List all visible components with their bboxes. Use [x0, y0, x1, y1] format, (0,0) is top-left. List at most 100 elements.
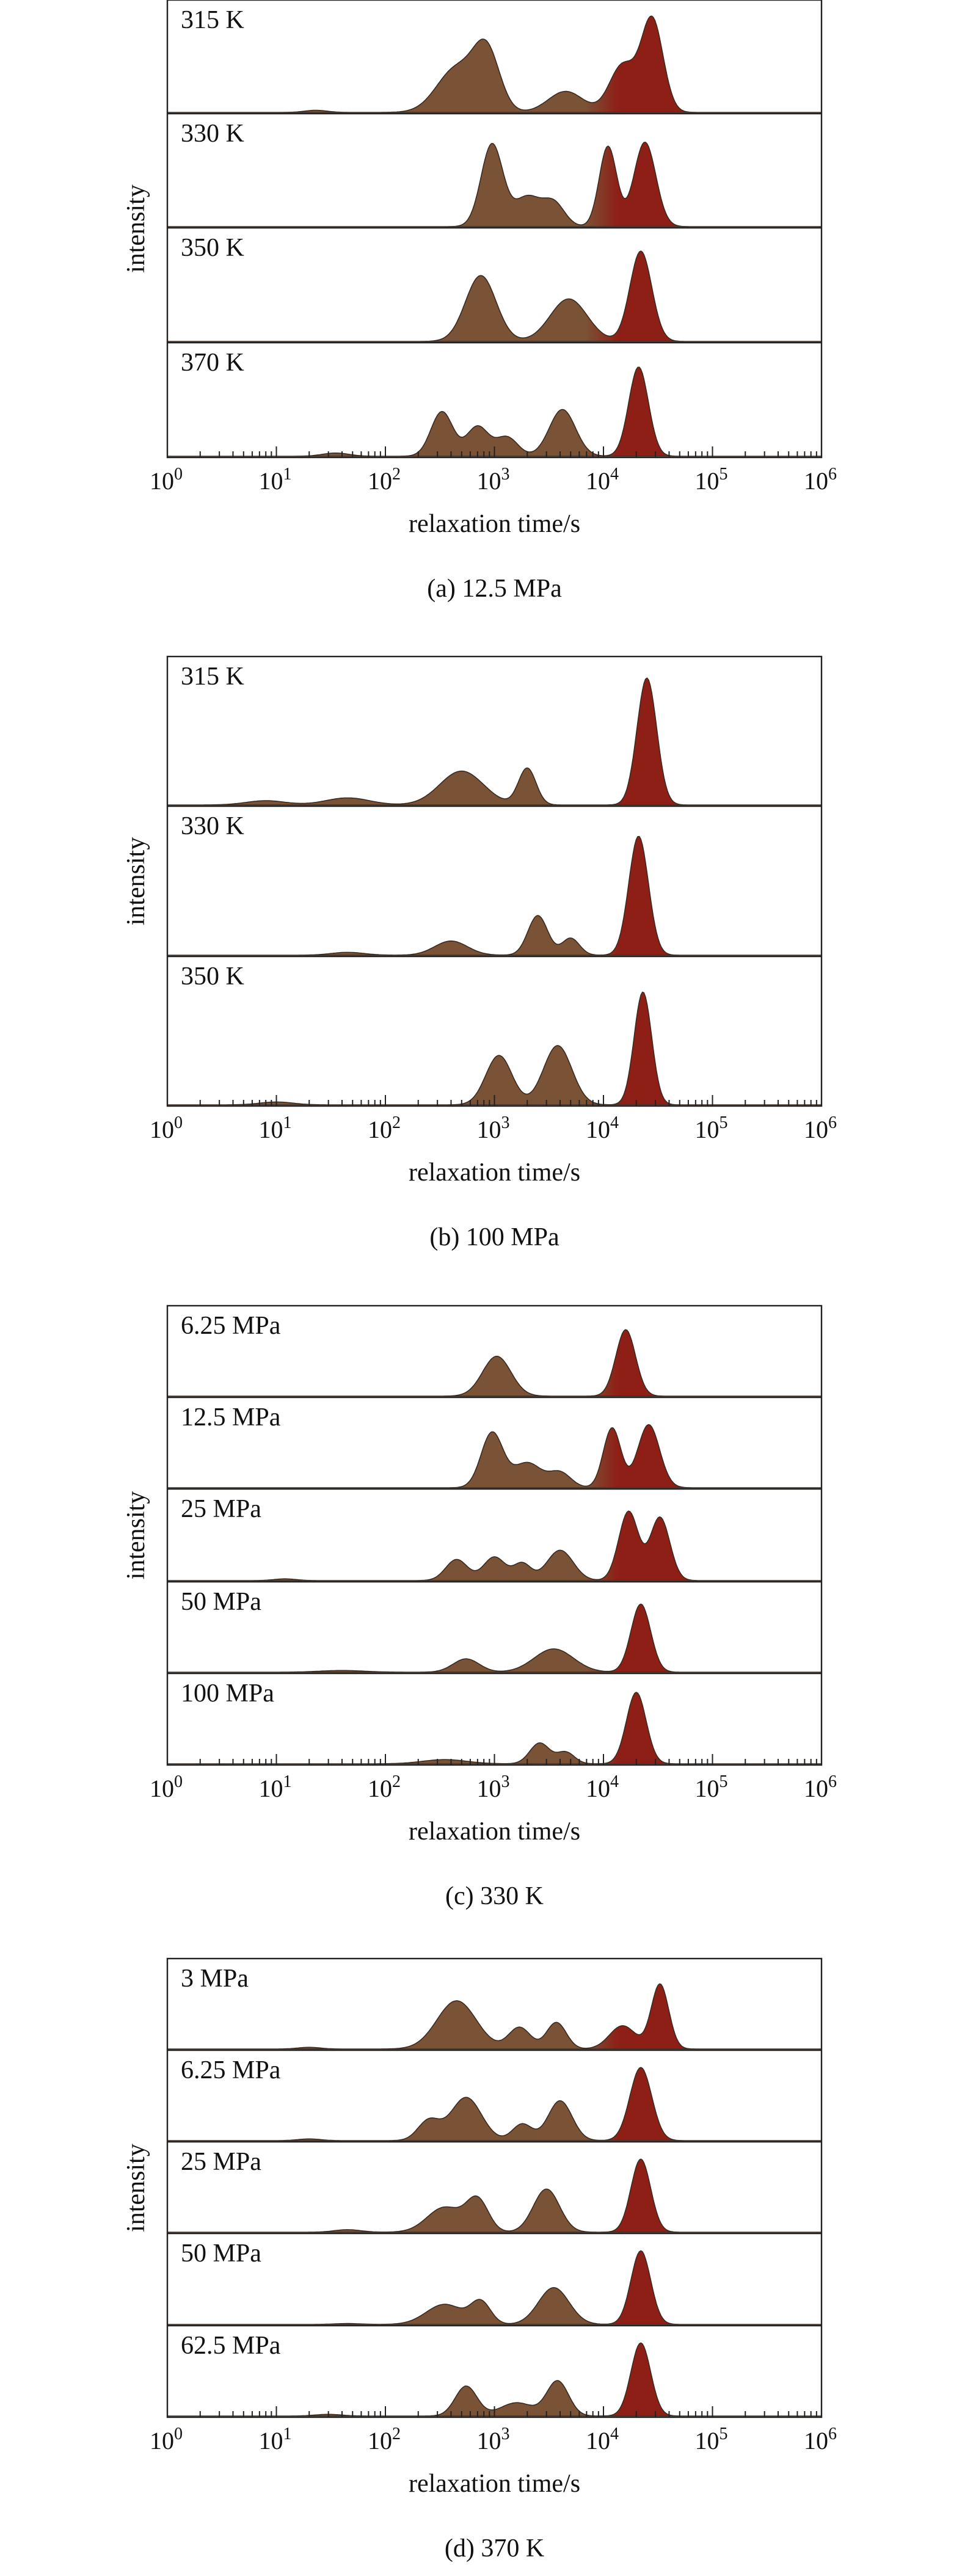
series-label: 315 K: [181, 663, 244, 691]
x-tick-label: 100: [150, 1113, 183, 1143]
panel-5: 62.5 MPa: [167, 2324, 822, 2417]
x-tick-label: 104: [586, 2425, 619, 2454]
series-label: 100 MPa: [181, 1679, 274, 1708]
x-axis-title: relaxation time/s: [409, 510, 580, 538]
series-area: [167, 835, 822, 956]
x-axis-title: relaxation time/s: [409, 1817, 580, 1846]
series-area: [167, 1510, 822, 1581]
series-label: 6.25 MPa: [181, 1312, 281, 1340]
x-tick-label: 105: [695, 1113, 728, 1143]
series-area: [167, 1603, 822, 1673]
panel-2: 330 K: [167, 805, 822, 956]
series-label: 350 K: [181, 962, 244, 991]
series-area: [167, 1983, 822, 2050]
panel-2: 6.25 MPa: [167, 2049, 822, 2141]
x-tick-label: 101: [259, 1113, 292, 1143]
x-tick-label: 103: [477, 1772, 510, 1802]
x-tick-label: 105: [695, 1772, 728, 1802]
chart-caption: (b) 100 MPa: [429, 1223, 559, 1251]
x-tick-label: 103: [477, 1113, 510, 1143]
panel-3: 25 MPa: [167, 1488, 822, 1581]
plot-frame: [166, 655, 823, 1107]
y-axis-title: intensity: [122, 837, 150, 926]
x-tick-label: 101: [259, 465, 292, 495]
series-area: [167, 141, 822, 227]
chart-caption: (d) 370 K: [445, 2534, 544, 2563]
series-area: [167, 15, 822, 113]
series-area: [167, 677, 822, 806]
x-tick-label: 100: [150, 2425, 183, 2454]
series-label: 62.5 MPa: [181, 2332, 281, 2360]
panel-3: 25 MPa: [167, 2141, 822, 2233]
series-label: 330 K: [181, 120, 244, 148]
x-tick-label: 106: [804, 1113, 837, 1143]
series-label: 12.5 MPa: [181, 1403, 281, 1432]
series-area: [167, 1424, 822, 1488]
x-tick-label: 101: [259, 2425, 292, 2454]
series-area: [167, 2250, 822, 2325]
panel-3: 350 K: [167, 955, 822, 1105]
series-label: 25 MPa: [181, 2148, 261, 2176]
series-area: [167, 2158, 822, 2233]
panel-1: 315 K: [167, 6, 822, 113]
x-tick-label: 101: [259, 1772, 292, 1802]
chart-caption: (a) 12.5 MPa: [427, 575, 562, 603]
y-axis-title: intensity: [122, 1491, 150, 1580]
panel-2: 330 K: [167, 112, 822, 227]
x-tick-label: 106: [804, 2425, 837, 2454]
series-area: [167, 1329, 822, 1397]
series-area: [167, 2067, 822, 2141]
series-label: 3 MPa: [181, 1965, 249, 1993]
x-axis-title: relaxation time/s: [409, 1159, 580, 1187]
series-label: 6.25 MPa: [181, 2056, 281, 2084]
x-axis: 100 101 102 103 104 105 106: [150, 446, 837, 495]
x-tick-label: 102: [368, 1772, 401, 1802]
x-tick-label: 102: [368, 2425, 401, 2454]
panel-4: 370 K: [167, 341, 822, 457]
panel-4: 50 MPa: [167, 1581, 822, 1673]
x-tick-label: 102: [368, 465, 401, 495]
y-axis-title: intensity: [122, 184, 150, 273]
x-tick-label: 105: [695, 465, 728, 495]
chart-2: 315 K 330 K 350 K 100 101 102 103 104 105 106 rela…: [122, 655, 837, 1251]
series-area: [167, 366, 822, 457]
x-axis: 100 101 102 103 104 105 106: [150, 2406, 837, 2454]
panel-4: 50 MPa: [167, 2232, 822, 2325]
x-tick-label: 105: [695, 2425, 728, 2454]
x-tick-label: 103: [477, 465, 510, 495]
x-axis: 100 101 102 103 104 105 106: [150, 1754, 837, 1802]
panel-1: 3 MPa: [167, 1965, 822, 2050]
series-label: 50 MPa: [181, 2239, 261, 2268]
x-tick-label: 104: [586, 1113, 619, 1143]
chart-caption: (c) 330 K: [445, 1882, 544, 1910]
series-label: 370 K: [181, 349, 244, 377]
panel-2: 12.5 MPa: [167, 1396, 822, 1488]
panel-3: 350 K: [167, 227, 822, 342]
x-axis: 100 101 102 103 104 105 106: [150, 1095, 837, 1143]
x-tick-label: 102: [368, 1113, 401, 1143]
series-area: [167, 250, 822, 342]
x-tick-label: 104: [586, 1772, 619, 1802]
series-label: 315 K: [181, 6, 244, 34]
series-label: 50 MPa: [181, 1588, 261, 1616]
x-tick-label: 106: [804, 1772, 837, 1802]
x-axis-title: relaxation time/s: [409, 2470, 580, 2498]
series-label: 350 K: [181, 234, 244, 262]
series-label: 25 MPa: [181, 1495, 261, 1523]
x-tick-label: 100: [150, 1772, 183, 1802]
x-tick-label: 106: [804, 465, 837, 495]
series-area: [167, 991, 822, 1105]
panel-1: 315 K: [167, 663, 822, 806]
panel-1: 6.25 MPa: [167, 1312, 822, 1397]
x-tick-label: 104: [586, 465, 619, 495]
x-tick-label: 103: [477, 2425, 510, 2454]
y-axis-title: intensity: [122, 2144, 150, 2232]
x-tick-label: 100: [150, 465, 183, 495]
series-label: 330 K: [181, 812, 244, 840]
panel-5: 100 MPa: [167, 1672, 822, 1764]
